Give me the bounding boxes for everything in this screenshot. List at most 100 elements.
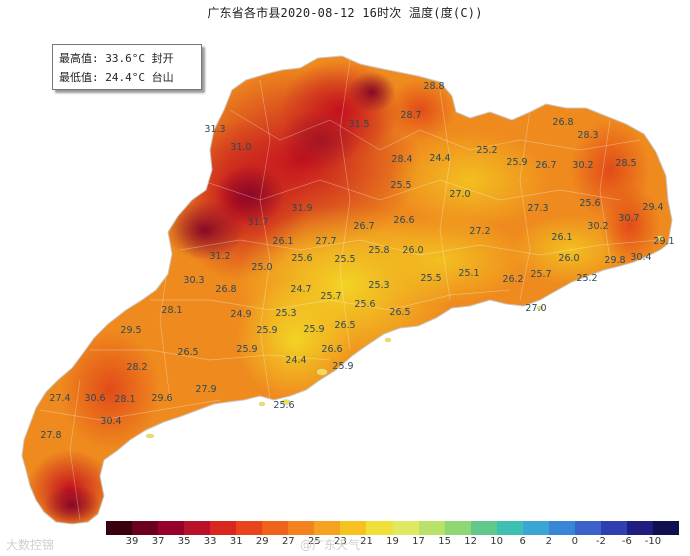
temperature-label: 29.8 xyxy=(604,255,625,266)
temperature-label: 25.6 xyxy=(579,198,600,209)
legend-tick-label: 17 xyxy=(412,536,425,547)
temperature-label: 29.1 xyxy=(653,236,674,247)
temperature-label: 27.4 xyxy=(49,393,70,404)
legend-color-cell xyxy=(392,521,419,535)
legend-color-cell xyxy=(496,521,523,535)
temperature-label: 28.1 xyxy=(161,305,182,316)
temperature-label: 26.2 xyxy=(502,274,523,285)
temperature-label: 25.6 xyxy=(273,400,294,411)
map-title: 广东省各市县2020-08-12 16时次 温度(度(C)) xyxy=(207,6,483,20)
legend-tick-label: 35 xyxy=(177,536,191,547)
temperature-label: 25.7 xyxy=(320,291,341,302)
legend-tick-label: 0 xyxy=(571,536,578,547)
legend-tick-label: 15 xyxy=(438,536,451,547)
temperature-label: 25.3 xyxy=(275,308,296,319)
legend-color-cell xyxy=(340,521,367,535)
temperature-label: 27.8 xyxy=(40,430,61,441)
legend-tick-label: 23 xyxy=(334,536,347,547)
legend-color-cell xyxy=(106,521,133,535)
legend-color-cell xyxy=(574,521,601,535)
temperature-label: 25.8 xyxy=(368,245,389,256)
temperature-label: 25.2 xyxy=(476,145,497,156)
temperature-label: 27.7 xyxy=(315,236,336,247)
max-temperature-text: 最高值: 33.6°C 封开 xyxy=(59,52,174,65)
temperature-label: 30.7 xyxy=(618,213,639,224)
watermark-left: 大数控锦 xyxy=(6,538,55,552)
temperature-label: 29.4 xyxy=(642,202,663,213)
province-outline xyxy=(21,55,673,525)
city-temperature-labels: 28.8 28.7 31.5 31.3 31.0 28.4 24.4 25.2 25.9 26.7… xyxy=(40,81,674,441)
temperature-label: 25.7 xyxy=(530,269,551,280)
temperature-label: 24.4 xyxy=(285,355,306,366)
temperature-label: 25.5 xyxy=(420,273,441,284)
legend-tick-label: 19 xyxy=(386,536,399,547)
legend-color-cell xyxy=(418,521,445,535)
temperature-label: 26.5 xyxy=(334,320,355,331)
legend-tick-label: 10 xyxy=(490,536,504,547)
temperature-label: 27.9 xyxy=(195,384,216,395)
temperature-label: 28.8 xyxy=(423,81,444,92)
temperature-label: 25.5 xyxy=(390,180,411,191)
legend-color-cell xyxy=(262,521,289,535)
temperature-label: 26.1 xyxy=(272,236,293,247)
temperature-label: 26.5 xyxy=(177,347,198,358)
temperature-label: 31.2 xyxy=(209,251,230,262)
temperature-label: 25.6 xyxy=(354,299,375,310)
coastal-islands xyxy=(145,235,664,439)
legend-tick-label: 39 xyxy=(125,536,139,547)
temperature-label: 25.9 xyxy=(236,344,257,355)
temperature-label: 26.7 xyxy=(535,160,556,171)
legend-color-cell xyxy=(470,521,497,535)
temperature-label: 24.7 xyxy=(290,284,311,295)
temperature-label: 25.9 xyxy=(256,325,277,336)
temperature-label: 26.0 xyxy=(558,253,579,264)
legend-color-cell xyxy=(600,521,627,535)
legend-color-cell xyxy=(184,521,211,535)
temperature-label: 29.6 xyxy=(151,393,172,404)
extremes-box: 最高值: 33.6°C 封开 最低值: 24.4°C 台山 xyxy=(52,44,202,90)
legend-color-cell xyxy=(210,521,237,535)
temperature-label: 26.6 xyxy=(393,215,414,226)
temperature-label: 26.5 xyxy=(389,307,410,318)
legend-tick-label: -6 xyxy=(621,536,632,547)
watermark-center: @广东天气 xyxy=(300,538,361,552)
legend-tick-label: 25 xyxy=(307,536,321,547)
legend-color-cell xyxy=(132,521,159,535)
temperature-label: 25.5 xyxy=(334,254,355,265)
temperature-label: 28.5 xyxy=(615,158,636,169)
legend-tick-label: -10 xyxy=(644,536,662,547)
legend-color-cell xyxy=(288,521,315,535)
legend-tick-label: 29 xyxy=(255,536,269,547)
temperature-label: 31.0 xyxy=(230,142,251,153)
temperature-label: 28.7 xyxy=(400,110,421,121)
temperature-label: 27.0 xyxy=(525,303,546,314)
temperature-label: 30.3 xyxy=(183,275,204,286)
legend-tick-label: 33 xyxy=(203,536,217,547)
legend-color-cell xyxy=(444,521,471,535)
temperature-label: 25.9 xyxy=(303,324,324,335)
temperature-label: 26.6 xyxy=(321,344,342,355)
temperature-label: 25.1 xyxy=(458,268,479,279)
temperature-label: 30.6 xyxy=(84,393,105,404)
legend-color-cell xyxy=(626,521,653,535)
temperature-label: 30.4 xyxy=(100,416,121,427)
legend-color-cell xyxy=(314,521,341,535)
temperature-label: 28.3 xyxy=(577,130,598,141)
temperature-label: 25.6 xyxy=(291,253,312,264)
legend-tick-label: 6 xyxy=(519,536,526,547)
legend-color-cell xyxy=(548,521,575,535)
temperature-label: 26.7 xyxy=(353,221,374,232)
temperature-label: 25.9 xyxy=(332,361,353,372)
temperature-label: 26.8 xyxy=(215,284,236,295)
legend-color-cell xyxy=(158,521,185,535)
legend-tick-label: 27 xyxy=(281,536,295,547)
legend-color-cell xyxy=(652,521,680,535)
temperature-legend xyxy=(106,521,680,535)
legend-tick-label: 12 xyxy=(464,536,477,547)
legend-tick-label: 31 xyxy=(229,536,243,547)
temperature-label: 30.2 xyxy=(587,221,608,232)
temperature-field xyxy=(22,56,672,524)
temperature-label: 31.5 xyxy=(348,119,369,130)
temperature-label: 26.1 xyxy=(551,232,572,243)
